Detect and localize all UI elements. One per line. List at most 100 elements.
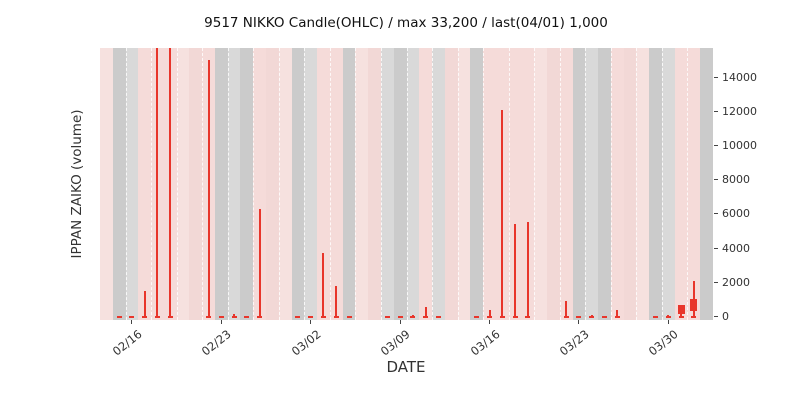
- day-band: [649, 48, 663, 320]
- x-tick-label: 03/02: [288, 327, 324, 359]
- candle-open-close-tick: [142, 316, 148, 319]
- x-tick-mark: [667, 320, 669, 324]
- candle-open-close-tick: [512, 316, 518, 319]
- candle-open-close-tick: [384, 316, 390, 319]
- day-band: [329, 48, 344, 320]
- day-band: [572, 48, 586, 320]
- gridline: [432, 48, 434, 320]
- x-tick-label: 03/16: [467, 327, 503, 359]
- volume-candle-wick: [514, 224, 517, 318]
- candle-open-close-tick: [678, 316, 684, 319]
- x-tick-mark: [310, 320, 312, 324]
- day-band: [661, 48, 676, 320]
- day-band: [546, 48, 561, 320]
- gridline: [151, 48, 153, 320]
- candle-open-close-tick: [691, 316, 697, 319]
- volume-candle-wick: [207, 59, 210, 318]
- y-tick-mark: [714, 76, 718, 78]
- day-band: [227, 48, 242, 320]
- candle-open-close-tick: [295, 316, 301, 319]
- candle-open-close-tick: [487, 316, 492, 319]
- day-band: [585, 48, 599, 320]
- gridline: [636, 48, 638, 320]
- y-tick-label: 6000: [722, 207, 750, 221]
- y-tick-mark: [714, 179, 718, 181]
- volume-candle-wick: [258, 208, 261, 318]
- day-band: [100, 48, 114, 320]
- gridline: [227, 48, 229, 320]
- day-band: [393, 48, 408, 320]
- x-tick-label: 02/16: [109, 327, 145, 359]
- day-band: [176, 48, 190, 320]
- candle-open-close-tick: [474, 316, 480, 319]
- day-band: [700, 48, 713, 320]
- day-band: [138, 48, 152, 320]
- candle-open-close-tick: [116, 316, 122, 319]
- candle-open-close-tick: [499, 316, 505, 319]
- candle-open-close-tick: [410, 316, 416, 319]
- day-band: [457, 48, 471, 320]
- x-tick-label: 03/23: [556, 327, 592, 359]
- day-band: [419, 48, 433, 320]
- y-tick-label: 0: [722, 310, 729, 324]
- candle-open-close-tick: [257, 316, 263, 319]
- gridline: [380, 48, 382, 320]
- day-band: [368, 48, 382, 320]
- day-band: [508, 48, 523, 320]
- volume-candle-wick: [335, 285, 338, 318]
- candle-open-close-tick: [244, 316, 250, 319]
- day-band: [406, 48, 420, 320]
- candle-open-close-tick: [525, 316, 531, 319]
- day-band: [342, 48, 356, 320]
- volume-candle-wick: [616, 309, 619, 318]
- volume-candle-wick: [169, 48, 172, 318]
- candle-open-close-tick: [397, 316, 403, 319]
- y-tick-label: 2000: [722, 275, 750, 289]
- volume-candle-wick: [488, 309, 491, 318]
- day-band: [444, 48, 459, 320]
- y-tick-label: 10000: [722, 139, 757, 152]
- candle-open-close-tick: [167, 316, 173, 319]
- day-band: [623, 48, 637, 320]
- x-tick-mark: [131, 320, 133, 324]
- candle-open-close-tick: [576, 316, 582, 319]
- gridline: [278, 48, 280, 320]
- day-band: [380, 48, 395, 320]
- day-band: [266, 48, 280, 320]
- volume-candle-wick: [526, 222, 529, 318]
- candle-open-close-tick: [665, 316, 671, 319]
- gridline: [534, 48, 536, 320]
- volume-candle-wick: [565, 301, 568, 318]
- day-band: [125, 48, 139, 320]
- day-band: [687, 48, 701, 320]
- day-band: [317, 48, 331, 320]
- volume-candle-wick: [156, 48, 159, 318]
- candle-open-close-tick: [129, 316, 135, 319]
- y-tick-mark: [714, 281, 718, 283]
- day-band: [214, 48, 229, 320]
- y-tick-mark: [714, 145, 718, 146]
- gridline: [483, 48, 485, 320]
- day-band: [674, 48, 689, 320]
- gridline: [176, 48, 178, 320]
- candle-open-close-tick: [653, 316, 659, 319]
- volume-candle-wick: [501, 109, 504, 318]
- x-tick-mark: [220, 320, 222, 324]
- gridline: [457, 48, 459, 320]
- gridline: [559, 48, 561, 320]
- chart-title: 9517 NIKKO Candle(OHLC) / max 33,200 / l…: [204, 15, 608, 31]
- day-band: [253, 48, 267, 320]
- day-band: [240, 48, 254, 320]
- volume-candle-wick: [143, 290, 146, 318]
- gridline: [355, 48, 357, 320]
- y-axis-label: IPPAN ZAIKO (volume): [69, 109, 85, 259]
- candle-open-close-tick: [589, 316, 595, 319]
- candle-body: [677, 304, 685, 314]
- x-tick-mark: [489, 320, 490, 324]
- candle-body: [690, 299, 698, 311]
- day-band: [112, 48, 127, 320]
- day-band: [278, 48, 293, 320]
- day-band: [304, 48, 318, 320]
- candle-open-close-tick: [218, 316, 224, 319]
